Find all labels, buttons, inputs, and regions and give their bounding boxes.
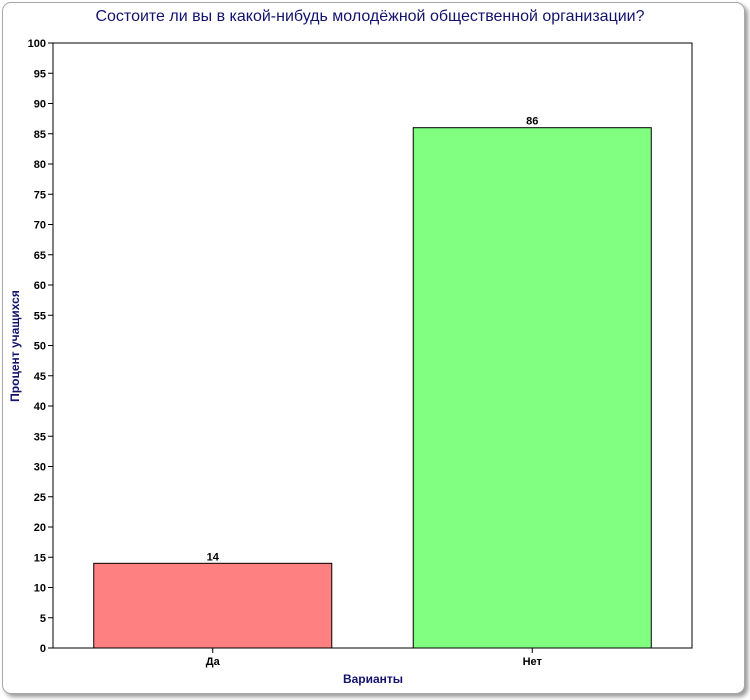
- y-tick-label: 35: [34, 431, 46, 443]
- bar-2: [412, 127, 652, 649]
- y-tick-label: 45: [34, 371, 46, 383]
- y-tick-label: 85: [34, 129, 46, 141]
- x-axis-title: Варианты: [343, 672, 403, 686]
- y-axis: 0 5 10 15 20 25 30 35 40 45 50 55 60 65 70 75 80 85 90 95 10…: [28, 38, 53, 655]
- y-tick-label: 15: [34, 552, 46, 564]
- y-tick-label: 60: [34, 280, 46, 292]
- y-tick-label: 55: [34, 310, 46, 322]
- data-label: 86: [526, 116, 538, 128]
- x-tick-label: Нет: [523, 656, 543, 668]
- y-tick-label: 50: [34, 341, 46, 353]
- y-axis-title: Процент учащихся: [8, 290, 22, 402]
- y-tick-label: 25: [34, 492, 46, 504]
- y-tick-label: 30: [34, 462, 46, 474]
- y-tick-label: 90: [34, 99, 46, 111]
- y-tick-label: 5: [40, 613, 46, 625]
- y-tick-label: 10: [34, 583, 46, 595]
- y-tick-label: 100: [28, 38, 46, 50]
- bar-1: [93, 562, 333, 649]
- x-tick-label: Да: [206, 656, 221, 668]
- y-tick-label: 65: [34, 250, 46, 262]
- y-tick-label: 95: [34, 68, 46, 80]
- y-tick-label: 20: [34, 522, 46, 534]
- bars: 14 86: [93, 116, 652, 649]
- chart-title: Состоите ли вы в какой-нибудь молодёжной…: [95, 8, 644, 25]
- y-tick-label: 0: [40, 643, 46, 655]
- x-axis: Да Нет: [206, 648, 543, 668]
- y-tick-label: 40: [34, 401, 46, 413]
- y-tick-label: 70: [34, 220, 46, 232]
- data-label: 14: [207, 551, 220, 563]
- y-tick-label: 80: [34, 159, 46, 171]
- y-tick-label: 75: [34, 189, 46, 201]
